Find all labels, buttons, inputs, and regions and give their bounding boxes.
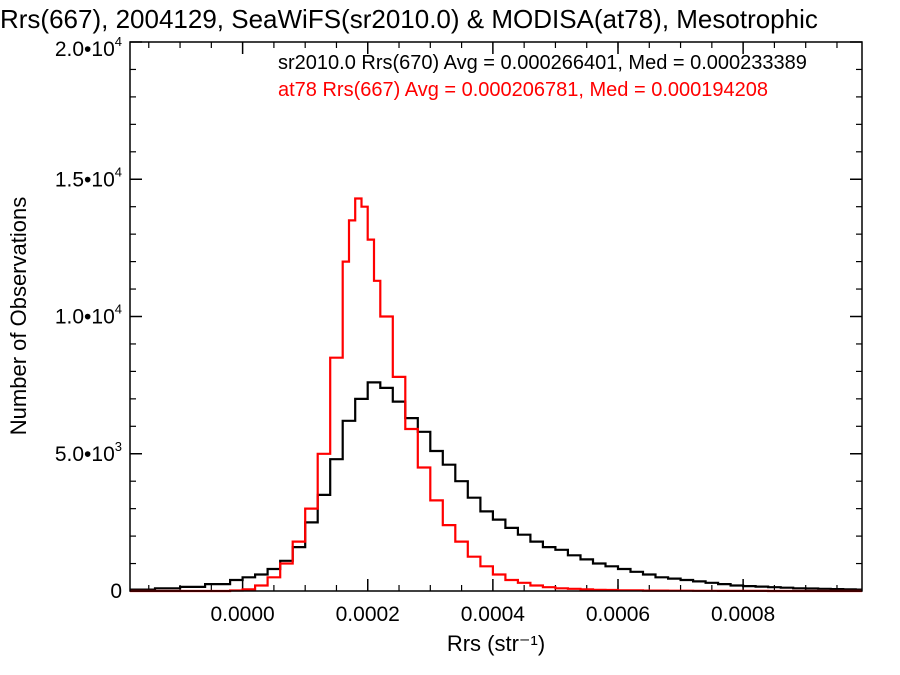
series-line-satellite-a [130, 381, 862, 591]
series-line-satellite-b [130, 197, 862, 593]
legend-entry-satellite-b: at78 Rrs(667) Avg = 0.000206781, Med = 0… [278, 79, 768, 101]
y-axis-ticks: 0 5.0•103 1.0•104 1.5•104 2.0•104 [55, 34, 862, 603]
chart-title: Rrs(667), 2004129, SeaWiFS(sr2010.0) & M… [0, 4, 818, 34]
x-axis-ticks: 0.0000 0.0002 0.0004 0.0006 0.0008 [148, 42, 838, 626]
x-tick-label: 0.0000 [210, 603, 274, 626]
plot-frame [129, 41, 863, 592]
x-tick-label: 0.0008 [711, 603, 775, 626]
y-tick-label: 1.5•104 [55, 164, 122, 191]
y-tick-label: 0 [110, 580, 122, 603]
x-axis-label: Rrs (str⁻¹) [447, 631, 545, 656]
y-tick-label: 2.0•104 [55, 34, 122, 61]
plot-area [130, 197, 862, 593]
y-tick-label: 5.0•103 [55, 439, 122, 466]
x-tick-label: 0.0004 [461, 603, 526, 626]
legend-entry-satellite-a: sr2010.0 Rrs(670) Avg = 0.000266401, Med… [278, 52, 807, 74]
y-axis-label: Number of Observations [6, 197, 31, 435]
x-tick-label: 0.0002 [336, 603, 400, 626]
x-tick-label: 0.0006 [586, 603, 650, 626]
y-tick-label: 1.0•104 [55, 302, 122, 329]
